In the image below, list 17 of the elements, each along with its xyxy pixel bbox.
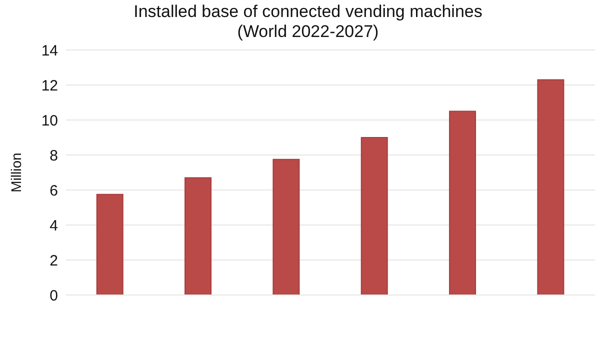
y-axis-title: Million (8, 152, 24, 192)
y-tick-label: 6 (50, 182, 58, 200)
y-tick-label: 4 (50, 217, 58, 234)
y-tick-label: 12 (41, 77, 58, 94)
bar (449, 110, 476, 295)
y-tick-label: 2 (50, 252, 58, 270)
bar (360, 137, 388, 295)
y-tick-label: 14 (41, 42, 58, 60)
chart-subtitle: (World 2022-2027) (236, 22, 380, 42)
bar (184, 177, 212, 295)
bar (272, 158, 300, 295)
y-tick-label: 0 (50, 287, 58, 304)
bar (96, 194, 124, 295)
chart-title: Installed base of connected vending machines (132, 2, 484, 22)
bar (537, 79, 564, 295)
y-tick-label: 10 (41, 112, 58, 130)
y-tick-label: 8 (50, 147, 58, 164)
